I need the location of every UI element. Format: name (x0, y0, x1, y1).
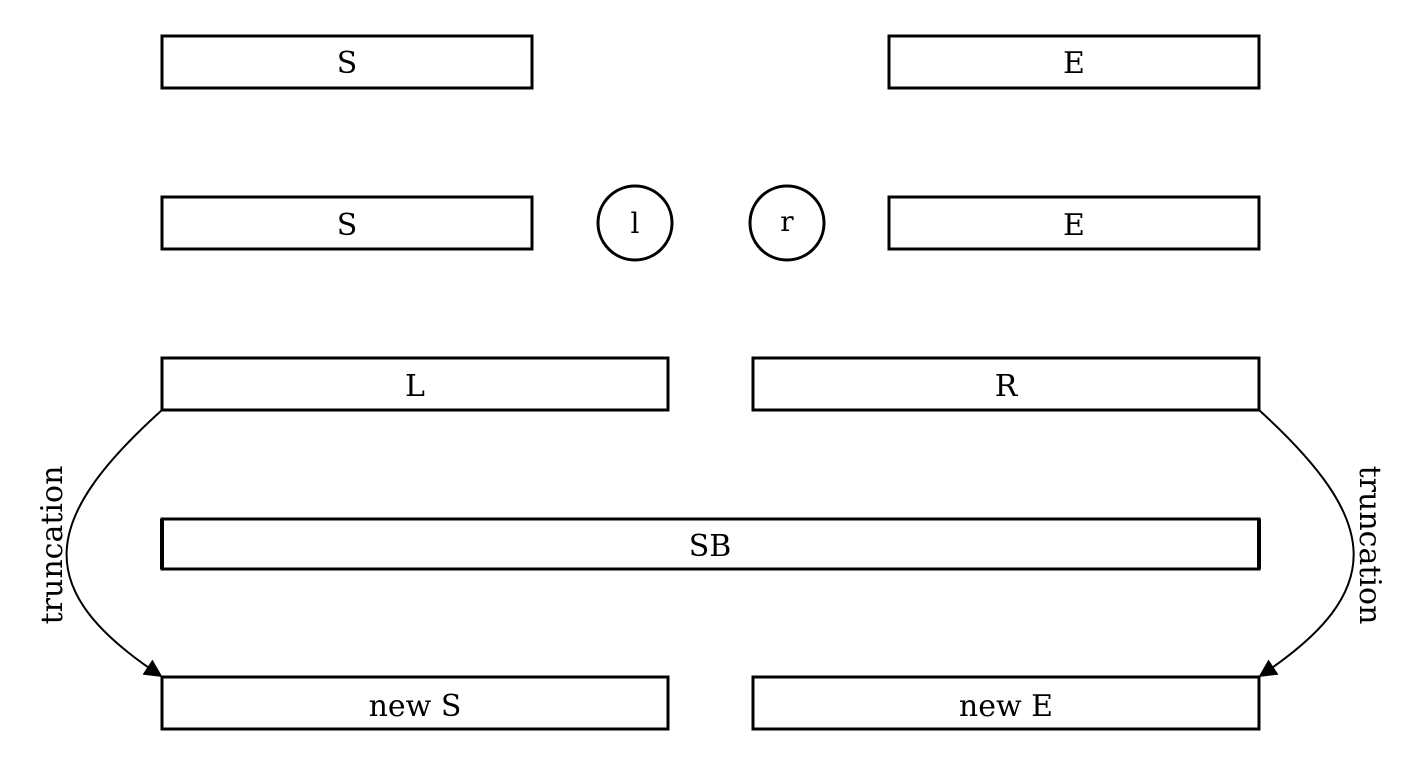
row2-left-circle-label: l (631, 207, 640, 240)
row1-left-node: S (160, 34, 534, 90)
row1-left-label: S (337, 46, 358, 81)
left-arrow-label: truncation (35, 466, 70, 625)
row3-left-node: L (160, 356, 670, 412)
row1-right-node: E (887, 34, 1261, 90)
row2-left-circle-node: l (596, 184, 674, 262)
row2-right-node: E (887, 195, 1261, 251)
row4-wide-node: SB (160, 517, 1261, 571)
row3-right-label: R (995, 369, 1019, 404)
row5-left-node: new S (160, 675, 670, 731)
row2-left-label: S (337, 208, 358, 243)
row3-right-node: R (751, 356, 1261, 412)
left-truncation-arrow (65, 409, 163, 677)
row2-right-circle-label: r (780, 205, 794, 238)
row4-wide-label: SB (689, 529, 732, 564)
row5-left-label: new S (369, 689, 462, 724)
right-arrow-label: truncation (1352, 466, 1387, 625)
row1-right-label: E (1063, 46, 1085, 81)
right-truncation-arrow (1258, 409, 1355, 677)
row2-left-node: S (160, 195, 534, 251)
row5-right-label: new E (959, 689, 1053, 724)
row5-right-node: new E (751, 675, 1261, 731)
row2-right-label: E (1063, 208, 1085, 243)
row3-left-label: L (405, 369, 425, 404)
row2-right-circle-node: r (748, 184, 826, 262)
